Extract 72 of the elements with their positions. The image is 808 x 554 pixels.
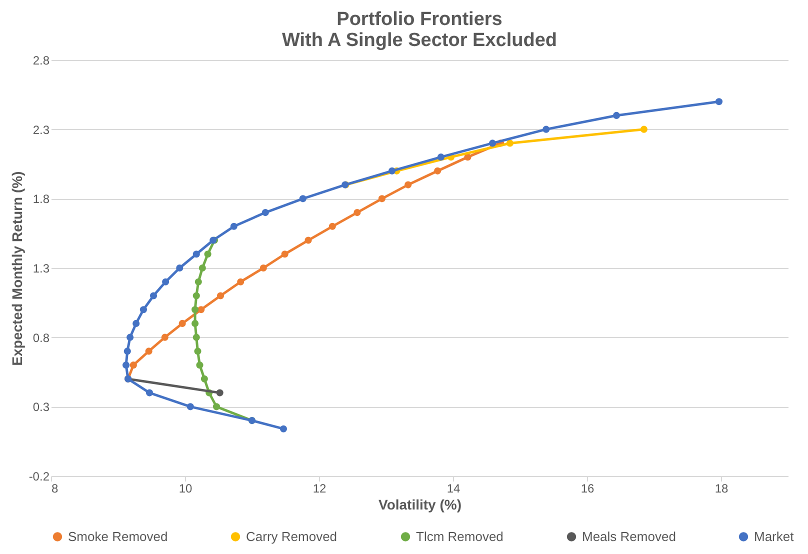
point — [262, 209, 269, 216]
point — [204, 250, 212, 258]
point — [640, 126, 648, 133]
point — [194, 278, 202, 286]
point — [488, 140, 496, 147]
point — [145, 348, 152, 355]
point — [404, 181, 412, 188]
x-tick-label: 14 — [446, 482, 460, 496]
x-tick-label: 16 — [580, 482, 594, 496]
x-tick-label: 12 — [312, 482, 326, 496]
point — [198, 264, 206, 272]
point — [437, 154, 444, 161]
point — [506, 140, 514, 147]
point — [178, 320, 186, 327]
text: Portfolio Frontiers — [336, 9, 502, 30]
point — [150, 292, 158, 300]
point — [280, 425, 288, 432]
point — [328, 222, 336, 230]
legend-label: Smoke Removed — [68, 528, 168, 544]
legend-label: Meals Removed — [582, 528, 676, 544]
legend-label: Tlcm Removed — [416, 528, 504, 544]
point — [299, 195, 306, 202]
point — [130, 362, 137, 369]
point — [194, 348, 202, 355]
y-tick-label: 2.3 — [32, 122, 50, 137]
point — [162, 278, 170, 286]
point — [192, 334, 200, 341]
point — [354, 209, 361, 216]
point — [192, 320, 199, 327]
point — [212, 403, 220, 410]
x-tick-label: 18 — [714, 482, 728, 496]
y-tick-label: 1.8 — [32, 192, 50, 206]
point — [237, 278, 244, 286]
point — [542, 126, 550, 133]
point — [216, 389, 224, 396]
point — [176, 264, 184, 272]
y-tick-label: -0.2 — [28, 470, 50, 484]
point — [304, 236, 312, 244]
point — [192, 306, 199, 314]
point — [200, 375, 208, 382]
point — [612, 112, 620, 119]
point — [192, 250, 200, 258]
point — [715, 98, 723, 106]
point — [378, 195, 386, 202]
point — [132, 320, 140, 327]
point — [388, 167, 396, 174]
point — [434, 167, 442, 174]
legend-label: Carry Removed — [246, 528, 338, 544]
point — [216, 292, 224, 300]
x-axis-title: Volatility (%) — [378, 496, 462, 512]
point — [186, 403, 194, 410]
point — [281, 250, 288, 258]
point — [198, 306, 205, 314]
point — [146, 389, 154, 396]
point — [196, 362, 204, 369]
text: With A Single Sector Excluded — [282, 30, 558, 51]
point — [230, 222, 238, 230]
point — [126, 334, 134, 341]
point — [124, 348, 131, 355]
point — [192, 292, 200, 300]
legend-label: Market — [754, 528, 794, 544]
y-tick-label: 0.3 — [32, 400, 50, 414]
point — [260, 264, 267, 272]
point — [140, 306, 147, 314]
x-tick-label: 10 — [178, 482, 192, 496]
y-tick-label: 1.3 — [32, 262, 50, 276]
point — [122, 362, 130, 369]
y-axis-title: Expected Monthly Return (%) — [8, 171, 25, 366]
point — [161, 334, 168, 341]
x-tick-label: 8 — [52, 482, 58, 496]
y-tick-label: 0.8 — [32, 330, 50, 345]
y-tick-label: 2.8 — [32, 54, 50, 68]
